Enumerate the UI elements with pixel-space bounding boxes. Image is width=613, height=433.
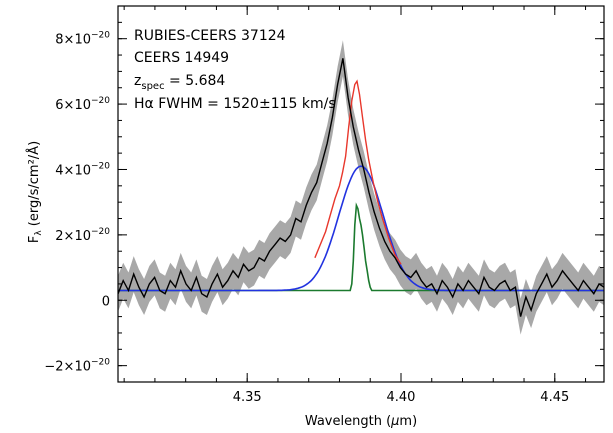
annotation-block: RUBIES-CEERS 37124 CEERS 14949 zspec = 5…	[134, 28, 336, 112]
tick-labels: 4.35 4.40 4.45 −2×10−20 0 2×10−20 4×10−20 6×10−…	[44, 31, 569, 405]
annotation-redshift: zspec = 5.684	[134, 73, 225, 92]
plot-area	[118, 40, 604, 335]
y-tick-label: 4×10−20	[55, 161, 110, 178]
plot-frame	[117, 5, 605, 383]
y-axis-title-units: (erg/s/cm²/Å)	[26, 141, 42, 230]
y-tick-label: 6×10−20	[55, 96, 110, 113]
x-tick-label: 4.35	[233, 390, 262, 405]
y-tick-label: 2×10−20	[55, 227, 110, 244]
x-axis-title-mu: μ	[390, 414, 399, 429]
spectrum-line	[118, 58, 604, 317]
annotation-catalog-id: CEERS 14949	[134, 50, 229, 66]
annotation-fwhm: Hα FWHM = 1520±115 km/s	[134, 96, 336, 112]
redshift-symbol: z	[134, 73, 141, 89]
x-tick-label: 4.40	[387, 390, 416, 405]
redshift-value: = 5.684	[165, 73, 226, 89]
x-axis-title: Wavelength (μm)	[305, 414, 417, 429]
y-tick-label: 8×10−20	[55, 31, 110, 48]
x-axis-title-suffix: m)	[399, 414, 417, 429]
total-fit-line	[314, 79, 402, 265]
series-group	[118, 40, 604, 335]
axis-ticks	[118, 5, 604, 383]
y-axis-title-symbol: F	[27, 236, 42, 243]
y-axis-title-subscript: λ	[34, 230, 44, 236]
y-tick-label: −2×10−20	[44, 358, 110, 375]
x-tick-label: 4.45	[540, 390, 569, 405]
y-tick-label: 0	[102, 294, 110, 309]
redshift-subscript: spec	[141, 81, 164, 92]
broad-component-line	[118, 165, 604, 292]
spectrum-error-band	[118, 40, 604, 335]
narrow-component-line	[118, 202, 604, 292]
annotation-object-name: RUBIES-CEERS 37124	[134, 28, 286, 44]
x-axis-title-prefix: Wavelength (	[305, 414, 391, 429]
y-axis-title: Fλ (erg/s/cm²/Å)	[26, 141, 44, 243]
